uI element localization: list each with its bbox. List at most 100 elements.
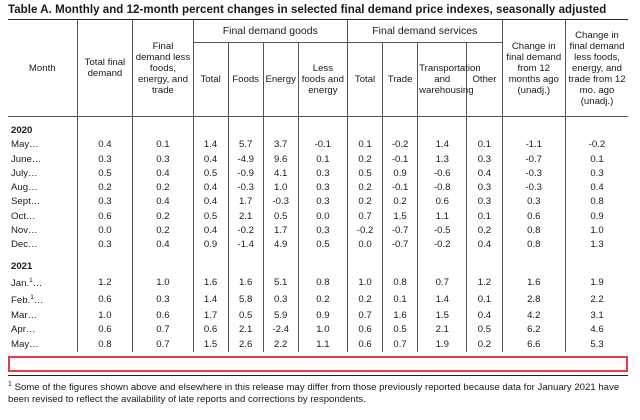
value-cell: 0.1 [466,138,503,153]
value-cell: 1.2 [466,273,503,292]
value-cell: 0.2 [347,291,384,309]
month-label: May… [11,139,39,151]
value-cell: -1.4 [227,238,264,253]
value-cell: 0.2 [132,224,194,239]
footnote-text: Some of the figures shown above and else… [8,382,620,405]
empty-cell [417,259,468,274]
value-cell: -0.6 [417,166,468,182]
value-cell: 4.6 [565,323,628,338]
value-cell: 1.5 [192,337,229,352]
value-cell: 6.6 [501,337,567,352]
value-cell: 1.5 [417,308,468,324]
table-title: Table A. Monthly and 12-month percent ch… [8,4,607,16]
empty-cell [417,124,468,139]
value-cell: -0.2 [565,138,628,153]
month-label: Apr… [11,324,36,336]
value-cell: 0.8 [565,195,628,210]
value-cell: 0.8 [501,224,567,239]
spacer-cell [565,116,628,124]
value-cell: 0.4 [466,238,503,253]
value-cell: 0.5 [466,323,503,338]
empty-cell [466,259,503,274]
header-month: Month [8,20,78,117]
value-cell: 5.3 [565,337,628,352]
value-cell: 4.9 [262,238,299,253]
value-cell: 0.4 [192,181,229,196]
value-cell: -0.8 [417,181,468,196]
value-cell: 0.2 [466,337,503,352]
table-row: June… 0.3 0.3 0.4 -4.9 9.6 0.1 0.2 -0.1 1.3 0.3 -0.… [8,152,628,167]
spacer-cell [501,116,567,124]
footnote-mark: 1 [8,381,12,388]
month-label: Mar… [11,309,38,321]
value-cell: 0.1 [466,291,503,309]
value-cell: 0.7 [382,337,419,352]
value-cell: 5.1 [262,273,299,292]
value-cell: 4.1 [262,166,299,182]
value-cell: 0.0 [347,238,384,253]
value-cell: -0.1 [297,138,349,153]
value-cell: 5.7 [227,138,264,153]
header-goods-group: Final demand goods [192,20,349,43]
value-cell: 0.5 [227,308,264,324]
month-label: Jan. [11,278,30,290]
table-row: Dec… 0.3 0.4 0.9 -1.4 4.9 0.5 0.0 -0.7 -0.2 0.4 0.8… [8,238,628,253]
value-cell: 2.2 [262,337,299,352]
value-cell: 1.4 [192,138,229,153]
spacer-cell [227,116,264,124]
value-cell: 0.3 [297,224,349,239]
value-cell: 0.1 [347,138,384,153]
empty-cell [132,259,194,274]
header-goods-energy: Energy [262,42,299,117]
value-cell: 0.1 [297,152,349,167]
spacer-cell [262,116,299,124]
value-cell: 0.3 [297,166,349,182]
value-cell: 1.0 [565,224,628,239]
month-cell: Mar… [8,308,78,324]
spacer-cell [227,252,264,260]
value-cell: 2.2 [565,291,628,309]
value-cell: 1.3 [565,238,628,253]
value-cell: 0.4 [192,152,229,167]
value-cell: 0.6 [76,209,134,225]
header-12-month-change-core: Change in final demand less foods, energ… [565,20,628,117]
value-cell: 1.3 [417,152,468,167]
value-cell: -0.2 [347,224,384,239]
value-cell: 0.3 [76,152,134,167]
value-cell: 0.4 [565,181,628,196]
value-cell: 0.3 [466,181,503,196]
value-cell: 3.7 [262,138,299,153]
month-cell: Aug… [8,181,78,196]
value-cell: -0.7 [501,152,567,167]
value-cell: 1.1 [297,337,349,352]
year-row: 2020 [8,124,628,139]
header-goods-foods: Foods [227,42,264,117]
value-cell: 0.5 [192,209,229,225]
value-cell: 0.3 [297,181,349,196]
value-cell: 0.6 [132,308,194,324]
value-cell: 0.4 [192,224,229,239]
value-cell: 0.2 [466,224,503,239]
value-cell: 0.3 [297,195,349,210]
value-cell: -2.4 [262,323,299,338]
value-cell: 1.5 [382,209,419,225]
spacer-cell [192,116,229,124]
month-cell: Sept… [8,195,78,210]
month-label: May… [11,338,39,350]
empty-cell [382,259,419,274]
table-row: Nov… 0.0 0.2 0.4 -0.2 1.7 0.3 -0.2 -0.7 -0.5 0.2 0.… [8,224,628,239]
value-cell: 1.7 [227,195,264,210]
value-cell: -0.3 [262,195,299,210]
value-cell: 1.6 [501,273,567,292]
month-label: July… [11,167,38,179]
spacer-cell [382,252,419,260]
value-cell: -0.9 [227,166,264,182]
value-cell: 0.6 [76,323,134,338]
value-cell: -0.7 [382,238,419,253]
spacer-cell [297,116,349,124]
month-label: Nov… [11,225,38,237]
value-cell: 0.3 [565,166,628,182]
month-label: Feb. [11,295,31,307]
value-cell: 0.8 [76,337,134,352]
footnote-ref: 1 [29,276,33,284]
